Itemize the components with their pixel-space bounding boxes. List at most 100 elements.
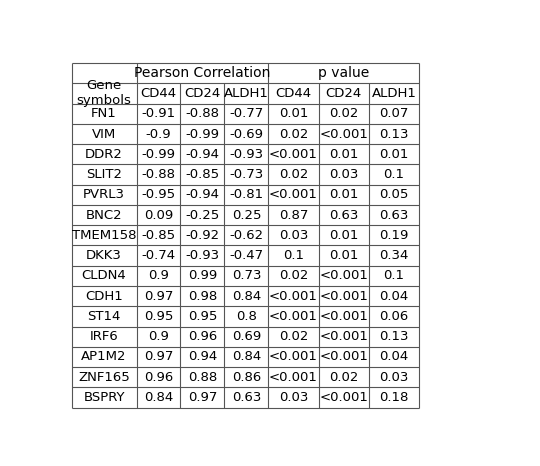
Text: 0.63: 0.63 (379, 209, 409, 221)
Text: 0.84: 0.84 (232, 350, 261, 363)
Text: 0.96: 0.96 (144, 370, 173, 384)
Text: DKK3: DKK3 (86, 249, 122, 262)
Text: ZNF165: ZNF165 (78, 370, 130, 384)
Text: 0.01: 0.01 (329, 229, 359, 242)
Text: <0.001: <0.001 (269, 148, 318, 161)
Text: p value: p value (318, 66, 369, 80)
Text: -0.94: -0.94 (185, 188, 219, 201)
Text: <0.001: <0.001 (269, 188, 318, 201)
Text: 0.13: 0.13 (379, 128, 409, 141)
Text: <0.001: <0.001 (319, 269, 368, 282)
Text: 0.1: 0.1 (283, 249, 304, 262)
Text: 0.98: 0.98 (188, 289, 217, 302)
Text: CLDN4: CLDN4 (82, 269, 126, 282)
Text: CD24: CD24 (184, 87, 221, 100)
Text: 0.01: 0.01 (329, 249, 359, 262)
Text: BSPRY: BSPRY (83, 391, 125, 404)
Text: 0.03: 0.03 (329, 168, 359, 181)
Text: 0.63: 0.63 (329, 209, 359, 221)
Text: 0.01: 0.01 (279, 107, 308, 120)
Text: 0.87: 0.87 (279, 209, 308, 221)
Text: CD44: CD44 (140, 87, 177, 100)
Text: 0.06: 0.06 (379, 310, 409, 323)
Text: 0.73: 0.73 (232, 269, 261, 282)
Text: 0.95: 0.95 (144, 310, 173, 323)
Text: <0.001: <0.001 (319, 289, 368, 302)
Text: 0.03: 0.03 (279, 229, 308, 242)
Text: 0.18: 0.18 (379, 391, 409, 404)
Text: 0.19: 0.19 (379, 229, 409, 242)
Text: VIM: VIM (92, 128, 116, 141)
Text: -0.47: -0.47 (230, 249, 264, 262)
Text: 0.02: 0.02 (279, 128, 308, 141)
Text: 0.97: 0.97 (144, 289, 173, 302)
Text: 0.09: 0.09 (144, 209, 173, 221)
Text: -0.94: -0.94 (185, 148, 219, 161)
Text: <0.001: <0.001 (269, 350, 318, 363)
Text: -0.69: -0.69 (230, 128, 264, 141)
Text: 0.63: 0.63 (232, 391, 261, 404)
Text: <0.001: <0.001 (269, 370, 318, 384)
Text: Pearson Correlation: Pearson Correlation (134, 66, 271, 80)
Text: Gene
symbols: Gene symbols (77, 80, 132, 108)
Text: CDH1: CDH1 (85, 289, 123, 302)
Text: BNC2: BNC2 (86, 209, 123, 221)
Text: PVRL3: PVRL3 (83, 188, 125, 201)
Text: <0.001: <0.001 (319, 128, 368, 141)
Text: FN1: FN1 (91, 107, 117, 120)
Text: 0.25: 0.25 (232, 209, 261, 221)
Text: -0.74: -0.74 (141, 249, 176, 262)
Text: <0.001: <0.001 (319, 350, 368, 363)
Text: -0.91: -0.91 (141, 107, 176, 120)
Text: 0.95: 0.95 (188, 310, 217, 323)
Text: 0.97: 0.97 (188, 391, 217, 404)
Text: 0.34: 0.34 (379, 249, 409, 262)
Text: 0.02: 0.02 (279, 330, 308, 343)
Text: IRF6: IRF6 (90, 330, 118, 343)
Text: -0.95: -0.95 (141, 188, 176, 201)
Text: <0.001: <0.001 (269, 310, 318, 323)
Text: DDR2: DDR2 (85, 148, 123, 161)
Text: 0.84: 0.84 (232, 289, 261, 302)
Text: <0.001: <0.001 (319, 391, 368, 404)
Text: -0.92: -0.92 (185, 229, 220, 242)
Text: 0.02: 0.02 (279, 168, 308, 181)
Text: 0.1: 0.1 (383, 269, 404, 282)
Text: 0.1: 0.1 (383, 168, 404, 181)
Text: 0.01: 0.01 (379, 148, 409, 161)
Text: -0.73: -0.73 (230, 168, 264, 181)
Text: -0.93: -0.93 (230, 148, 264, 161)
Text: 0.02: 0.02 (279, 269, 308, 282)
Text: ST14: ST14 (87, 310, 121, 323)
Text: -0.9: -0.9 (146, 128, 171, 141)
Text: 0.03: 0.03 (379, 370, 409, 384)
Text: 0.99: 0.99 (188, 269, 217, 282)
Text: CD24: CD24 (326, 87, 362, 100)
Text: <0.001: <0.001 (269, 289, 318, 302)
Text: 0.86: 0.86 (232, 370, 261, 384)
Text: 0.88: 0.88 (188, 370, 217, 384)
Text: -0.88: -0.88 (141, 168, 176, 181)
Text: 0.02: 0.02 (329, 370, 359, 384)
Text: 0.04: 0.04 (379, 350, 409, 363)
Text: 0.02: 0.02 (329, 107, 359, 120)
Text: 0.69: 0.69 (232, 330, 261, 343)
Text: ALDH1: ALDH1 (372, 87, 416, 100)
Text: 0.8: 0.8 (236, 310, 257, 323)
Text: -0.88: -0.88 (185, 107, 219, 120)
Text: 0.07: 0.07 (379, 107, 409, 120)
Text: 0.13: 0.13 (379, 330, 409, 343)
Text: 0.9: 0.9 (148, 330, 169, 343)
Text: TMEM158: TMEM158 (72, 229, 137, 242)
Text: -0.93: -0.93 (185, 249, 220, 262)
Text: -0.77: -0.77 (230, 107, 264, 120)
Text: AP1M2: AP1M2 (82, 350, 127, 363)
Text: 0.94: 0.94 (188, 350, 217, 363)
Text: 0.05: 0.05 (379, 188, 409, 201)
Text: -0.85: -0.85 (141, 229, 176, 242)
Text: -0.85: -0.85 (185, 168, 220, 181)
Text: 0.04: 0.04 (379, 289, 409, 302)
Text: SLIT2: SLIT2 (86, 168, 122, 181)
Text: 0.84: 0.84 (144, 391, 173, 404)
Text: 0.03: 0.03 (279, 391, 308, 404)
